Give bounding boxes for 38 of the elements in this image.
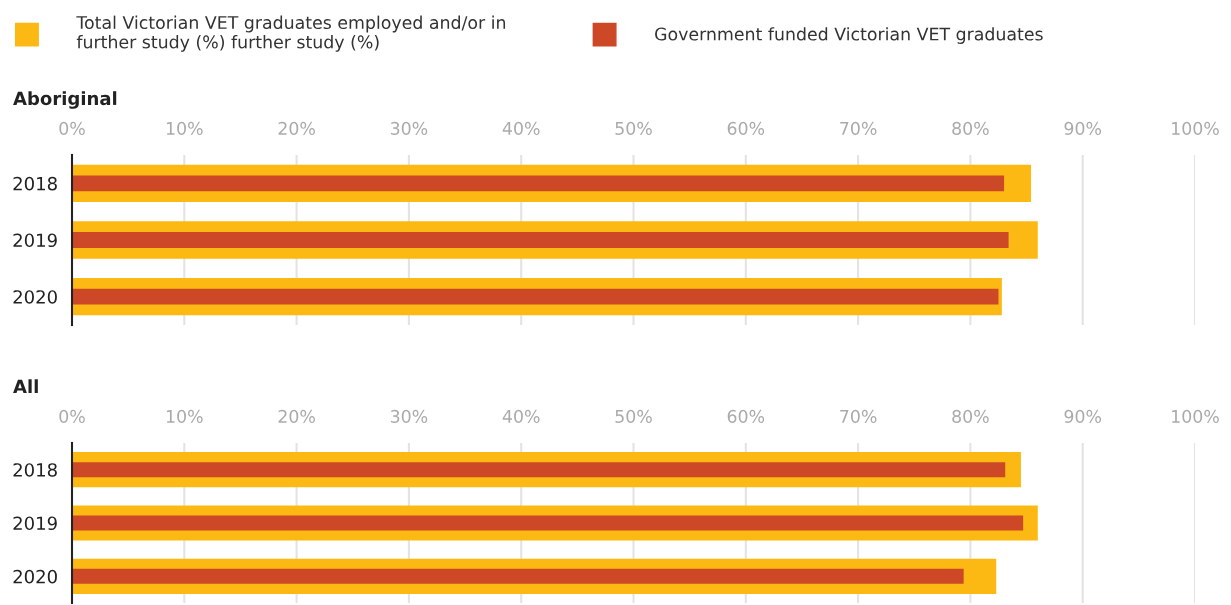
- legend-label: Total Victorian VET graduates employed and/or in further study (%) further study (%): [76, 15, 506, 52]
- x-tick-label: 50%: [615, 121, 652, 135]
- x-tick-label: 60%: [727, 409, 765, 423]
- y-tick-label: 2018: [13, 463, 57, 477]
- x-tick-label: 20%: [278, 121, 315, 135]
- x-tick-label: 0%: [59, 121, 85, 135]
- y-tick-label: 2020: [13, 290, 57, 304]
- x-tick-label: 100%: [1172, 409, 1219, 423]
- x-tick-label: 80%: [952, 409, 989, 423]
- bar: [72, 568, 964, 584]
- x-tick-label: 40%: [502, 121, 540, 135]
- bar: [72, 515, 1024, 531]
- bar: [72, 232, 1009, 248]
- x-tick-label: 90%: [1064, 121, 1102, 135]
- x-tick-label: 80%: [952, 121, 989, 135]
- x-tick-label: 10%: [166, 409, 203, 423]
- y-tick-label: 2019: [13, 516, 57, 531]
- chart-title: Aboriginal: [13, 91, 117, 109]
- legend-label: Government funded Victorian VET graduates: [655, 27, 1043, 44]
- x-tick-label: 20%: [278, 409, 315, 423]
- x-tick-label: 100%: [1172, 121, 1219, 135]
- x-tick-label: 60%: [727, 121, 765, 135]
- x-tick-label: 70%: [840, 121, 877, 135]
- bar: [72, 175, 1005, 192]
- y-tick-label: 2018: [13, 176, 57, 191]
- chart-title: All: [13, 379, 38, 393]
- bar: [72, 288, 999, 305]
- y-tick-label: 2020: [13, 569, 57, 584]
- x-tick-label: 40%: [502, 409, 540, 423]
- x-tick-label: 10%: [166, 121, 203, 135]
- x-tick-label: 90%: [1064, 409, 1102, 423]
- x-tick-label: 30%: [390, 121, 428, 135]
- bar: [72, 462, 1006, 478]
- y-tick-label: 2019: [13, 233, 57, 248]
- x-tick-label: 50%: [615, 409, 652, 423]
- x-tick-label: 30%: [390, 409, 428, 423]
- x-tick-label: 70%: [840, 409, 877, 423]
- x-tick-label: 0%: [59, 409, 85, 423]
